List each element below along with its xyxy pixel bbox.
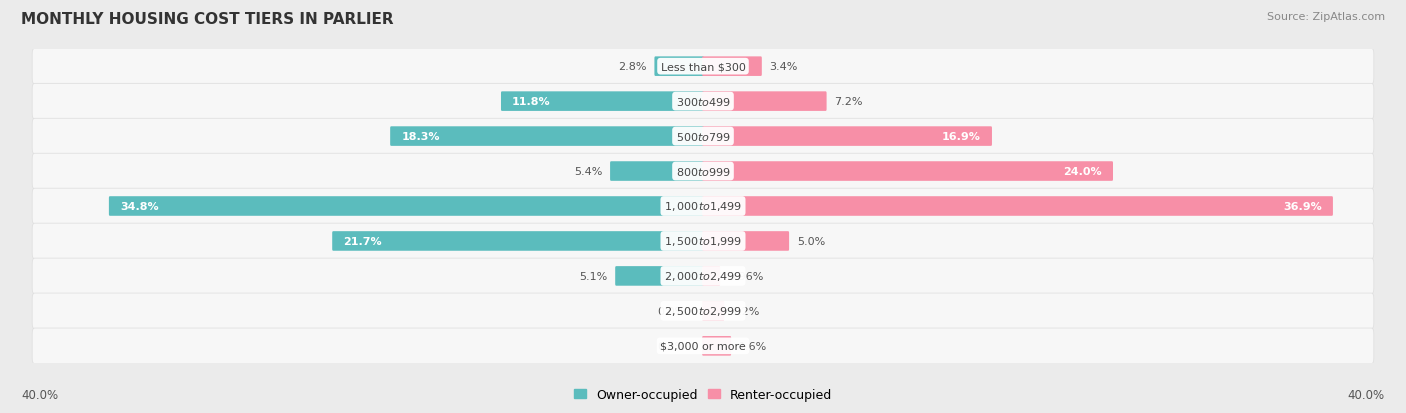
FancyBboxPatch shape <box>32 189 1374 224</box>
FancyBboxPatch shape <box>32 154 1374 190</box>
FancyBboxPatch shape <box>702 57 762 77</box>
Text: 24.0%: 24.0% <box>1063 166 1102 177</box>
Text: MONTHLY HOUSING COST TIERS IN PARLIER: MONTHLY HOUSING COST TIERS IN PARLIER <box>21 12 394 27</box>
Text: $1,000 to $1,499: $1,000 to $1,499 <box>664 200 742 213</box>
FancyBboxPatch shape <box>391 127 704 147</box>
Text: 34.8%: 34.8% <box>120 202 159 211</box>
Text: 16.9%: 16.9% <box>942 132 981 142</box>
Text: 11.8%: 11.8% <box>512 97 551 107</box>
Text: $500 to $799: $500 to $799 <box>675 131 731 143</box>
FancyBboxPatch shape <box>108 197 704 216</box>
FancyBboxPatch shape <box>32 259 1374 294</box>
Text: 21.7%: 21.7% <box>343 236 382 247</box>
FancyBboxPatch shape <box>702 336 731 356</box>
Text: $800 to $999: $800 to $999 <box>675 166 731 178</box>
FancyBboxPatch shape <box>702 197 1333 216</box>
Text: 3.4%: 3.4% <box>769 62 797 72</box>
Text: 2.8%: 2.8% <box>619 62 647 72</box>
Text: 0.96%: 0.96% <box>728 271 763 281</box>
FancyBboxPatch shape <box>610 162 704 181</box>
Text: 1.2%: 1.2% <box>733 306 761 316</box>
Text: 18.3%: 18.3% <box>401 132 440 142</box>
FancyBboxPatch shape <box>32 119 1374 154</box>
Text: 7.2%: 7.2% <box>834 97 863 107</box>
FancyBboxPatch shape <box>616 266 704 286</box>
Legend: Owner-occupied, Renter-occupied: Owner-occupied, Renter-occupied <box>574 388 832 401</box>
Text: 0.0%: 0.0% <box>658 341 686 351</box>
Text: Less than $300: Less than $300 <box>661 62 745 72</box>
FancyBboxPatch shape <box>32 328 1374 364</box>
FancyBboxPatch shape <box>702 127 993 147</box>
Text: 5.4%: 5.4% <box>574 166 602 177</box>
Text: $3,000 or more: $3,000 or more <box>661 341 745 351</box>
Text: $1,500 to $1,999: $1,500 to $1,999 <box>664 235 742 248</box>
FancyBboxPatch shape <box>702 266 720 286</box>
FancyBboxPatch shape <box>702 162 1114 181</box>
FancyBboxPatch shape <box>501 92 704 112</box>
FancyBboxPatch shape <box>332 232 704 251</box>
Text: 5.0%: 5.0% <box>797 236 825 247</box>
FancyBboxPatch shape <box>702 301 724 321</box>
Text: $2,500 to $2,999: $2,500 to $2,999 <box>664 305 742 318</box>
Text: $300 to $499: $300 to $499 <box>675 96 731 108</box>
Text: 1.6%: 1.6% <box>738 341 768 351</box>
Text: Source: ZipAtlas.com: Source: ZipAtlas.com <box>1267 12 1385 22</box>
FancyBboxPatch shape <box>32 223 1374 259</box>
FancyBboxPatch shape <box>32 84 1374 120</box>
Text: 0.0%: 0.0% <box>658 306 686 316</box>
FancyBboxPatch shape <box>702 92 827 112</box>
FancyBboxPatch shape <box>32 293 1374 329</box>
FancyBboxPatch shape <box>702 232 789 251</box>
FancyBboxPatch shape <box>32 49 1374 85</box>
Text: 36.9%: 36.9% <box>1284 202 1322 211</box>
FancyBboxPatch shape <box>654 57 704 77</box>
Text: $2,000 to $2,499: $2,000 to $2,499 <box>664 270 742 283</box>
Text: 40.0%: 40.0% <box>21 388 58 401</box>
Text: 40.0%: 40.0% <box>1348 388 1385 401</box>
Text: 5.1%: 5.1% <box>579 271 607 281</box>
